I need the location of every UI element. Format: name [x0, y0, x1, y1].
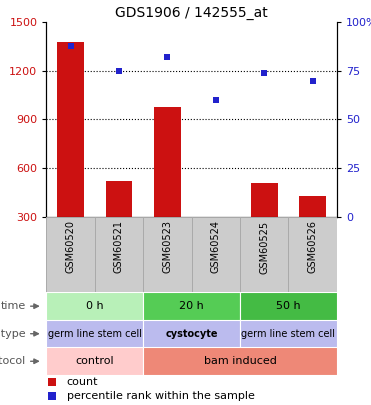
Bar: [251, 183, 278, 217]
Bar: [46, 292, 143, 320]
Bar: [46, 217, 95, 292]
Bar: [57, 42, 84, 217]
Bar: [143, 217, 191, 292]
Bar: [46, 320, 143, 347]
Bar: [143, 320, 240, 347]
Text: GSM60520: GSM60520: [66, 220, 76, 273]
Text: germ line stem cell: germ line stem cell: [48, 329, 142, 339]
Text: 20 h: 20 h: [179, 301, 204, 311]
Text: germ line stem cell: germ line stem cell: [242, 329, 335, 339]
Text: GSM60525: GSM60525: [259, 220, 269, 273]
Text: control: control: [75, 356, 114, 366]
Bar: [106, 181, 132, 217]
Text: 0 h: 0 h: [86, 301, 104, 311]
Bar: [289, 217, 337, 292]
Title: GDS1906 / 142555_at: GDS1906 / 142555_at: [115, 6, 268, 20]
Text: percentile rank within the sample: percentile rank within the sample: [67, 391, 255, 401]
Bar: [192, 217, 240, 292]
Bar: [143, 347, 337, 375]
Bar: [240, 292, 337, 320]
Text: GSM60523: GSM60523: [162, 220, 173, 273]
Text: GSM60524: GSM60524: [211, 220, 221, 273]
Text: 50 h: 50 h: [276, 301, 301, 311]
Bar: [154, 107, 181, 217]
Bar: [46, 347, 143, 375]
Text: GSM60521: GSM60521: [114, 220, 124, 273]
Bar: [240, 217, 289, 292]
Bar: [240, 320, 337, 347]
Text: bam induced: bam induced: [204, 356, 276, 366]
Bar: [203, 217, 229, 222]
Text: GSM60526: GSM60526: [308, 220, 318, 273]
Text: time: time: [0, 301, 26, 311]
Text: cystocyte: cystocyte: [165, 329, 218, 339]
Bar: [299, 196, 326, 217]
Bar: [95, 217, 143, 292]
Text: count: count: [67, 377, 98, 387]
Bar: [143, 292, 240, 320]
Text: cell type: cell type: [0, 329, 26, 339]
Text: protocol: protocol: [0, 356, 26, 366]
